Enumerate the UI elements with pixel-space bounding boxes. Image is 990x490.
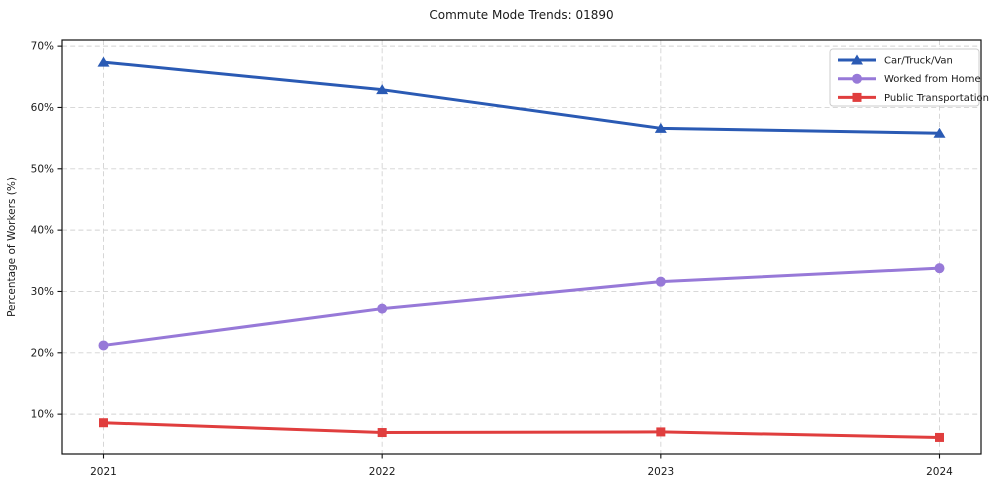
x-tick-label-2024: 2024 (926, 466, 953, 478)
series-point-car-truck-van-2021 (97, 56, 110, 67)
series-point-worked-from-home-2021 (98, 340, 109, 351)
series-line-public-transportation (102, 421, 941, 439)
axes-box (61, 39, 982, 455)
y-tick-label-60: 60% (31, 102, 54, 114)
series-point-public-transportation-2021 (99, 418, 108, 428)
y-axis-label: Percentage of Workers (%) (6, 177, 18, 317)
legend-label-car-truck-van: Car/Truck/Van (884, 56, 953, 67)
series-line-worked-from-home (102, 266, 941, 347)
legend-marker-car-truck-van (851, 54, 863, 65)
y-tick-label-10: 10% (31, 409, 54, 421)
series-point-worked-from-home-2022 (377, 303, 388, 314)
series-line-car-truck-van (102, 60, 941, 135)
y-tick-label-20: 20% (31, 347, 54, 359)
x-tick-label-2022: 2022 (369, 466, 396, 478)
series-point-car-truck-van-2022 (376, 84, 389, 95)
series-point-public-transportation-2023 (656, 427, 666, 437)
legend-marker-worked-from-home (852, 73, 862, 84)
legend-label-public-transportation: Public Transportation (884, 93, 989, 104)
y-tick-label-40: 40% (31, 225, 54, 237)
series-point-car-truck-van-2024 (933, 127, 946, 138)
series-point-worked-from-home-2023 (655, 276, 666, 287)
series-point-public-transportation-2022 (377, 428, 387, 438)
x-tick-label-2021: 2021 (90, 466, 117, 478)
y-tick-label-30: 30% (31, 286, 54, 298)
series-point-car-truck-van-2023 (654, 122, 667, 133)
y-tick-label-70: 70% (31, 41, 54, 53)
series-point-public-transportation-2024 (935, 432, 944, 442)
x-tick-label-2023: 2023 (647, 466, 674, 478)
series-point-worked-from-home-2024 (934, 263, 945, 274)
y-tick-label-50: 50% (31, 163, 54, 175)
legend-box (829, 48, 980, 107)
legend-label-worked-from-home: Worked from Home (884, 74, 981, 85)
legend-marker-public-transportation (852, 92, 862, 102)
chart-title: Commute Mode Trends: 01890 (429, 8, 614, 22)
